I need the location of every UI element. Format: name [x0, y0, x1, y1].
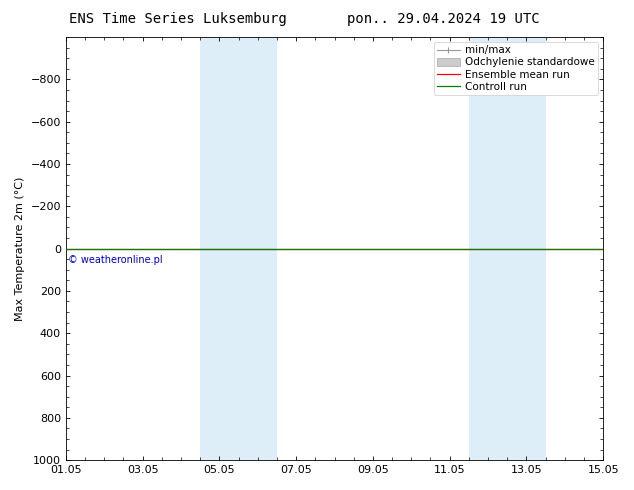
Legend: min/max, Odchylenie standardowe, Ensemble mean run, Controll run: min/max, Odchylenie standardowe, Ensembl…	[434, 42, 598, 95]
Bar	[469, 37, 546, 460]
Text: ENS Time Series Luksemburg: ENS Time Series Luksemburg	[68, 12, 287, 26]
Text: © weatheronline.pl: © weatheronline.pl	[68, 255, 162, 265]
Text: pon.. 29.04.2024 19 UTC: pon.. 29.04.2024 19 UTC	[347, 12, 540, 26]
Bar	[200, 37, 277, 460]
Y-axis label: Max Temperature 2m (°C): Max Temperature 2m (°C)	[15, 176, 25, 321]
